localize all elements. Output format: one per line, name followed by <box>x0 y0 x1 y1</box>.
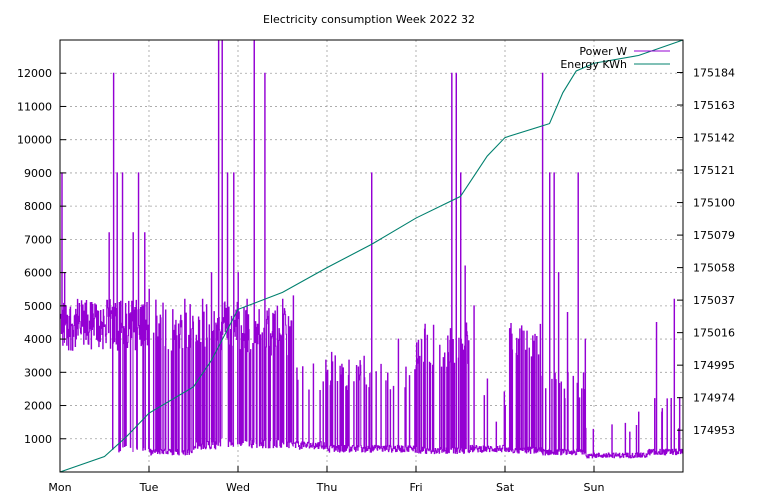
y-right-tick-label: 175058 <box>693 262 735 275</box>
energy-series-layer <box>59 39 684 473</box>
y-left-tick-label: 7000 <box>24 233 52 246</box>
y-left-tick-label: 10000 <box>17 134 52 147</box>
y-left-tick-label: 1000 <box>24 433 52 446</box>
y-left-tick-label: 8000 <box>24 200 52 213</box>
x-tick-label: Wed <box>226 481 250 494</box>
y-right-tick-label: 174995 <box>693 359 735 372</box>
y-right-tick-label: 175037 <box>693 294 735 307</box>
y-right-tick-label: 175079 <box>693 229 735 242</box>
x-tick-label: Thu <box>316 481 338 494</box>
y-left-tick-label: 11000 <box>17 100 52 113</box>
x-tick-label: Mon <box>48 481 71 494</box>
x-tick-label: Fri <box>409 481 422 494</box>
y-right-tick-label: 175121 <box>693 164 735 177</box>
energy-series-line <box>59 39 684 473</box>
x-tick-label: Tue <box>139 481 159 494</box>
y-right-tick-label: 174953 <box>693 424 735 437</box>
y-right-tick-label: 175100 <box>693 197 735 210</box>
y-left-tick-label: 12000 <box>17 67 52 80</box>
y-left-tick-label: 4000 <box>24 333 52 346</box>
legend: Power W Energy KWh <box>560 45 670 71</box>
axes-layer: 1000 2000 3000 4000 5000 6000 7000 8000 9000 1000… <box>17 67 735 494</box>
y-left-tick-label: 3000 <box>24 366 52 379</box>
legend-label-power: Power W <box>579 45 627 58</box>
power-series-line <box>59 39 684 459</box>
y-left-tick-label: 5000 <box>24 300 52 313</box>
y-right-tick-label: 175184 <box>693 67 735 80</box>
x-tick-label: Sat <box>496 481 515 494</box>
y-right-tick-label: 174974 <box>693 392 735 405</box>
y-left-tick-label: 6000 <box>24 267 52 280</box>
y-right-tick-label: 175142 <box>693 132 735 145</box>
chart-title: Electricity consumption Week 2022 32 <box>263 13 475 26</box>
plot-frame <box>59 39 684 473</box>
y-right-tick-label: 175163 <box>693 99 735 112</box>
y-right-tick-label: 175016 <box>693 327 735 340</box>
x-tick-label: Sun <box>584 481 605 494</box>
legend-label-energy: Energy KWh <box>560 58 627 71</box>
y-left-tick-label: 2000 <box>24 400 52 413</box>
power-series-layer <box>59 39 684 459</box>
y-left-tick-label: 9000 <box>24 167 52 180</box>
